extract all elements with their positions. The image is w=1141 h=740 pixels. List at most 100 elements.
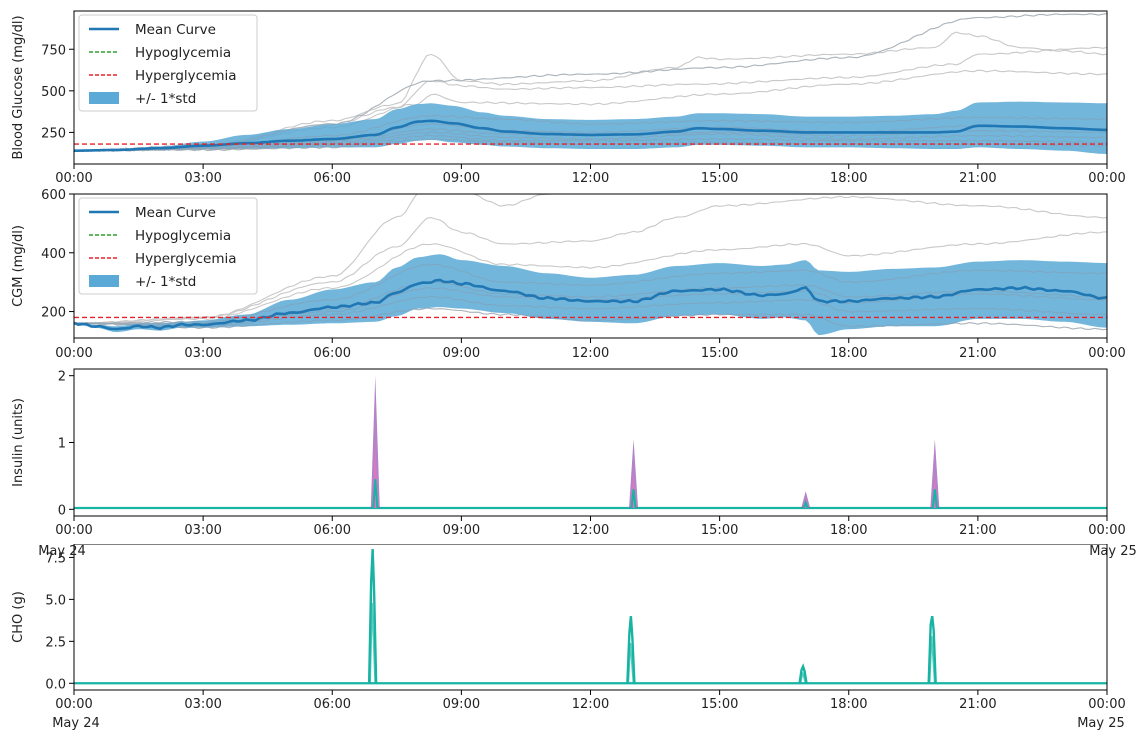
y-tick-label: 2 [58,370,66,385]
axes-frame [73,543,1108,691]
legend-label: Hypoglycemia [135,45,231,61]
legend-label: Hyperglycemia [135,68,237,84]
x-tick-label: 12:00 [572,523,609,538]
legend-swatch [89,275,119,287]
y-tick-label: 5.0 [45,593,66,608]
x-tick-label: 00:00 [55,346,92,361]
x-tick-label: 00:00 [1088,346,1125,361]
mean-curve [74,278,1107,331]
legend-swatch [89,92,119,104]
spike-max [930,439,940,508]
x-tick-label: 03:00 [184,523,221,538]
y-tick-label: 7.5 [45,551,66,566]
y-axis-label: Insulin (units) [11,398,26,487]
legend-label: +/- 1*std [135,274,196,290]
x-tick-label: 18:00 [830,697,867,712]
spike-series [626,616,636,684]
legend-box [78,197,258,295]
x-tick-label: 09:00 [443,346,480,361]
y-tick-label: 750 [41,43,66,58]
x-tick-label: 18:00 [830,346,867,361]
legend: Mean Curve Hypoglycemia Hyperglycemia +/- 1… [78,197,258,295]
x-tick-label: 15:00 [701,346,738,361]
legend-label: Hypoglycemia [135,228,231,244]
x-tick-label: 18:00 [830,523,867,538]
y-tick-label: 400 [41,247,66,262]
legend-box [78,14,258,112]
legend-label: Hyperglycemia [135,251,237,267]
spike-series-2 [369,602,376,684]
y-axis-label: Blood Glucose (mg/dl) [11,15,26,159]
y-tick-label: 0 [58,503,66,518]
individual-trace-overlay [74,307,1107,331]
spike-max [370,375,380,508]
x-tick-label: 09:00 [443,697,480,712]
spike-teal [931,489,938,509]
panel-2: Mean Curve Hypoglycemia Hyperglycemia +/- 1… [41,188,1108,343]
mean-curve [74,119,1107,152]
x-tick-label: 06:00 [314,697,351,712]
individual-trace-overlay [74,122,1107,152]
legend: Mean Curve Hypoglycemia Hyperglycemia +/- 1… [78,14,258,112]
spike-series-2 [627,642,635,684]
x-tick-label: 00:00 [55,171,92,186]
panel-3: 0 1 2 [58,368,1108,521]
x-tick-label: 12:00 [572,171,609,186]
spike-series [367,548,378,684]
x-tick-label: 15:00 [701,171,738,186]
x-tick-label: 12:00 [572,346,609,361]
spike-teal [372,479,379,509]
x-tick-label: 21:00 [959,346,996,361]
y-tick-label: 2.5 [45,635,66,650]
panel-1: Mean Curve Hypoglycemia Hyperglycemia +/- 1… [41,10,1108,169]
x-tick-label: 00:00 [55,697,92,712]
spike-series-2 [799,672,807,684]
plot-area [74,13,1107,154]
spike-series [927,615,937,684]
date-start-label: May 24 [52,716,100,731]
spike-teal [802,499,809,509]
date-start-label-upper: May 24 [38,544,86,559]
y-tick-label: 1 [58,437,66,452]
x-tick-label: 09:00 [443,171,480,186]
x-tick-label: 03:00 [184,171,221,186]
individual-trace-overlay [74,13,1107,153]
spike-series [798,663,808,684]
x-tick-label: 00:00 [1088,523,1125,538]
spike-series-2 [928,636,936,684]
panel-4: 0.0 2.5 5.0 7.5 [45,543,1108,695]
y-axis-label: CHO (g) [11,591,26,643]
x-tick-label: 21:00 [959,171,996,186]
y-tick-label: 0.0 [45,677,66,692]
individual-trace-overlay [74,295,1107,328]
legend-label: Mean Curve [135,205,216,221]
x-tick-label: 21:00 [959,697,996,712]
x-tick-label: 03:00 [184,346,221,361]
x-tick-label: 06:00 [314,346,351,361]
legend-label: +/- 1*std [135,91,196,107]
x-tick-label: 15:00 [701,523,738,538]
x-tick-label: 00:00 [1088,697,1125,712]
x-tick-label: 06:00 [314,171,351,186]
x-tick-label: 00:00 [1088,171,1125,186]
x-tick-label: 03:00 [184,697,221,712]
plot-area [74,375,1107,510]
x-tick-label: 21:00 [959,523,996,538]
plot-area [74,194,1107,336]
x-tick-label: 18:00 [830,171,867,186]
overlap-mask [70,542,1110,544]
y-tick-label: 500 [41,85,66,100]
y-tick-label: 600 [41,188,66,203]
y-axis-label: CGM (mg/dl) [11,225,26,307]
y-tick-label: 250 [41,126,66,141]
y-tick-label: 200 [41,306,66,321]
individual-trace-overlay [74,263,1107,325]
x-tick-label: 00:00 [55,523,92,538]
x-tick-label: 15:00 [701,697,738,712]
x-tick-label: 06:00 [314,523,351,538]
axes-frame [73,368,1108,517]
individual-trace [74,231,1107,325]
individual-trace [74,194,556,325]
plot-area [74,548,1107,685]
